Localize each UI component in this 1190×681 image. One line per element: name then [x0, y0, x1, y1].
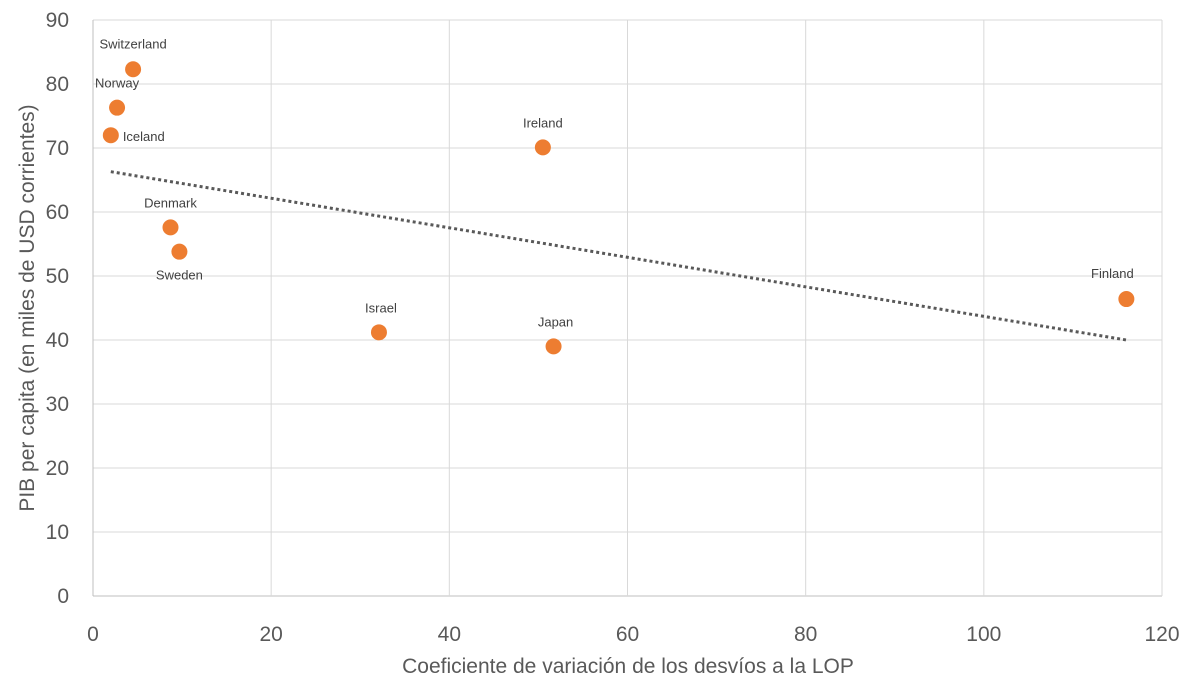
point-label: Finland [1091, 266, 1134, 281]
scatter-point [171, 243, 188, 260]
point-labels: Switzerland Norway Iceland Denmark Sweden Ire… [95, 36, 1134, 329]
scatter-point [102, 127, 119, 144]
y-tick-label: 30 [46, 393, 69, 416]
axes: 0 10 20 30 40 50 60 70 80 90 0 20 40 60 80 100 120 [46, 9, 1180, 646]
point-label: Ireland [523, 115, 563, 130]
x-tick-label: 0 [87, 623, 99, 646]
y-tick-label: 90 [46, 9, 69, 32]
y-tick-label: 20 [46, 457, 69, 480]
scatter-point [534, 139, 551, 156]
point-label: Japan [538, 314, 573, 329]
x-tick-label: 80 [794, 623, 817, 646]
y-tick-label: 40 [46, 329, 69, 352]
y-tick-label: 60 [46, 201, 69, 224]
x-tick-label: 40 [438, 623, 461, 646]
x-tick-label: 20 [259, 623, 282, 646]
y-tick-label: 10 [46, 521, 69, 544]
y-tick-label: 50 [46, 265, 69, 288]
point-label: Sweden [156, 268, 203, 283]
scatter-point [125, 61, 142, 78]
point-label: Switzerland [99, 36, 166, 51]
y-axis-title: PIB per capita (en miles de USD corrient… [16, 104, 39, 511]
y-tick-label: 80 [46, 73, 69, 96]
point-label: Israel [365, 300, 397, 315]
data-points [102, 61, 1135, 355]
grid [92, 19, 1163, 597]
x-tick-label: 100 [966, 623, 1001, 646]
scatter-point [1118, 291, 1135, 308]
y-tick-label: 70 [46, 137, 69, 160]
scatter-point [545, 338, 562, 355]
x-tick-label: 60 [616, 623, 639, 646]
scatter-point [370, 324, 387, 341]
y-tick-label: 0 [57, 585, 69, 608]
point-label: Iceland [123, 129, 165, 144]
point-label: Norway [95, 76, 140, 91]
linear-trendline [110, 170, 1127, 342]
x-axis-title: Coeficiente de variación de los desvíos … [402, 655, 854, 678]
x-tick-label: 120 [1144, 623, 1179, 646]
scatter-point [109, 99, 126, 116]
trendline [110, 170, 1127, 342]
point-label: Denmark [144, 195, 197, 210]
scatter-point [162, 219, 179, 236]
